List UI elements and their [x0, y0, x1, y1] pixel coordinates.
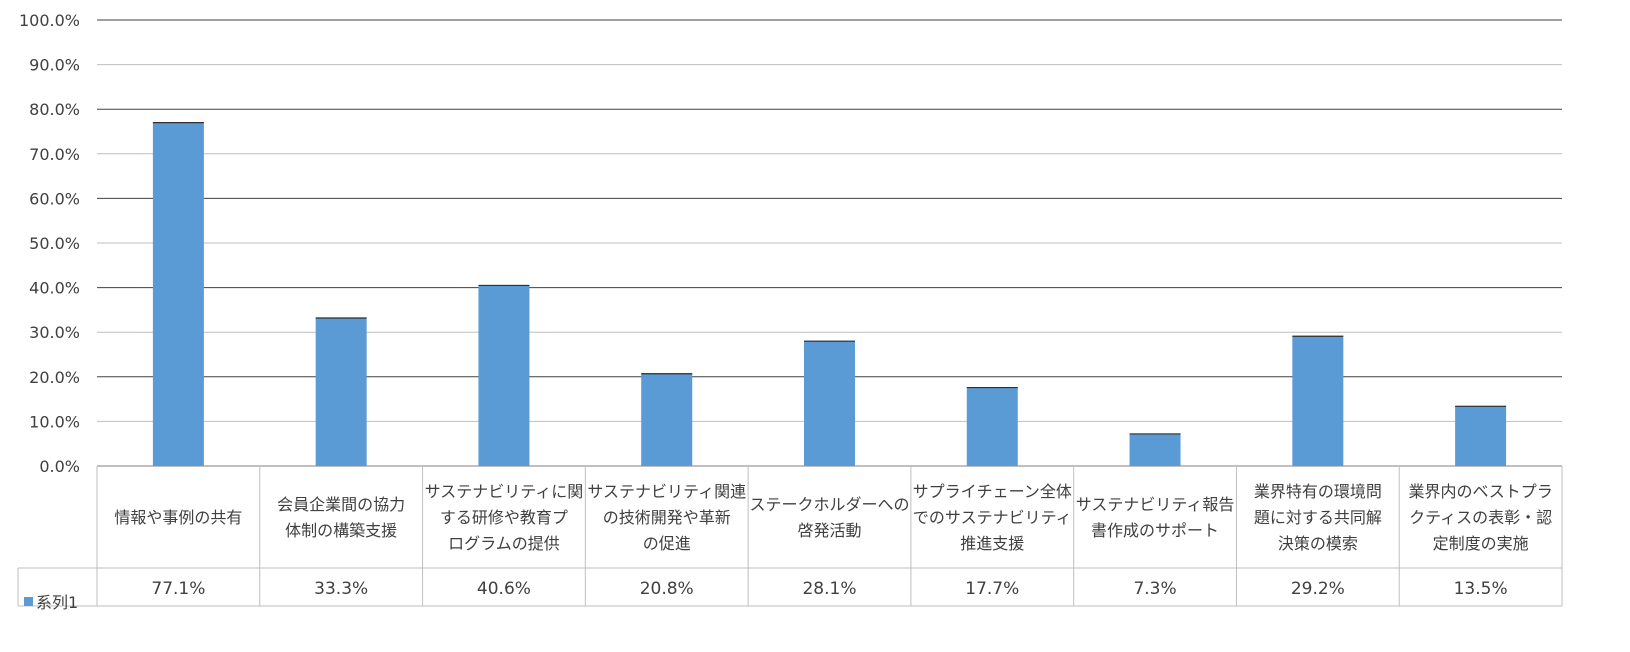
category-label: 推進支援 [960, 534, 1024, 553]
category-label: 定制度の実施 [1433, 534, 1529, 553]
category-label: 業界内のベストプラ [1408, 482, 1552, 501]
value-label: 40.6% [477, 579, 531, 599]
y-tick-label: 100.0% [19, 11, 80, 30]
value-label: 29.2% [1291, 579, 1345, 599]
category-label: 決策の模索 [1278, 534, 1358, 553]
category-label: 啓発活動 [797, 521, 861, 540]
y-axis-ticks: 0.0% 10.0% 20.0% 30.0% 40.0% 50.0% 60.0% 70.0% 8… [19, 11, 80, 476]
category-label: 題に対する共同解 [1254, 508, 1382, 527]
value-label: 77.1% [151, 579, 205, 599]
bar [152, 122, 204, 466]
category-label: サステナビリティに関 [425, 482, 584, 501]
bars [152, 122, 1507, 466]
category-label: 体制の構築支援 [285, 521, 397, 540]
y-tick-label: 70.0% [29, 145, 80, 164]
category-label: 業界特有の環境問 [1254, 482, 1382, 501]
y-tick-label: 40.0% [29, 279, 80, 298]
bar [966, 387, 1018, 466]
y-tick-label: 50.0% [29, 234, 80, 253]
legend-swatch-series-1 [24, 597, 33, 606]
bar [1292, 335, 1344, 466]
value-label: 28.1% [802, 579, 856, 599]
category-label: 書作成のサポート [1091, 521, 1219, 540]
y-tick-label: 0.0% [39, 457, 80, 476]
y-tick-label: 20.0% [29, 368, 80, 387]
category-label: する研修や教育プ [440, 508, 568, 527]
category-label: サプライチェーン全体 [913, 482, 1072, 501]
legend-label-series-1: 系列1 [36, 593, 78, 612]
category-label: クティスの表彰・認 [1409, 508, 1552, 527]
category-label: ログラムの提供 [448, 534, 560, 553]
category-label: ステークホルダーへの [749, 495, 909, 514]
value-label: 7.3% [1133, 579, 1176, 599]
y-tick-label: 60.0% [29, 189, 80, 208]
legend: 系列1 [24, 593, 78, 612]
bar [641, 373, 693, 466]
value-label: 17.7% [965, 579, 1019, 599]
value-label: 20.8% [640, 579, 694, 599]
value-label: 13.5% [1454, 579, 1508, 599]
y-tick-label: 90.0% [29, 56, 80, 75]
bar [1455, 405, 1507, 466]
y-tick-label: 80.0% [29, 100, 80, 119]
category-label: サステナビリティ報告 [1076, 495, 1235, 514]
y-tick-label: 10.0% [29, 412, 80, 431]
category-label: の技術開発や革新 [603, 508, 731, 527]
category-label: 会員企業間の協力 [277, 495, 405, 514]
y-tick-label: 30.0% [29, 323, 80, 342]
bar [804, 340, 855, 466]
category-label: でのサステナビリティ [913, 508, 1072, 527]
category-label: 情報や事例の共有 [114, 508, 242, 527]
category-label: サステナビリティ関連 [587, 482, 746, 501]
value-label: 33.3% [314, 579, 368, 599]
bar [1129, 433, 1181, 466]
bar [315, 317, 367, 466]
bar [478, 284, 530, 466]
category-label: の促進 [643, 534, 691, 553]
